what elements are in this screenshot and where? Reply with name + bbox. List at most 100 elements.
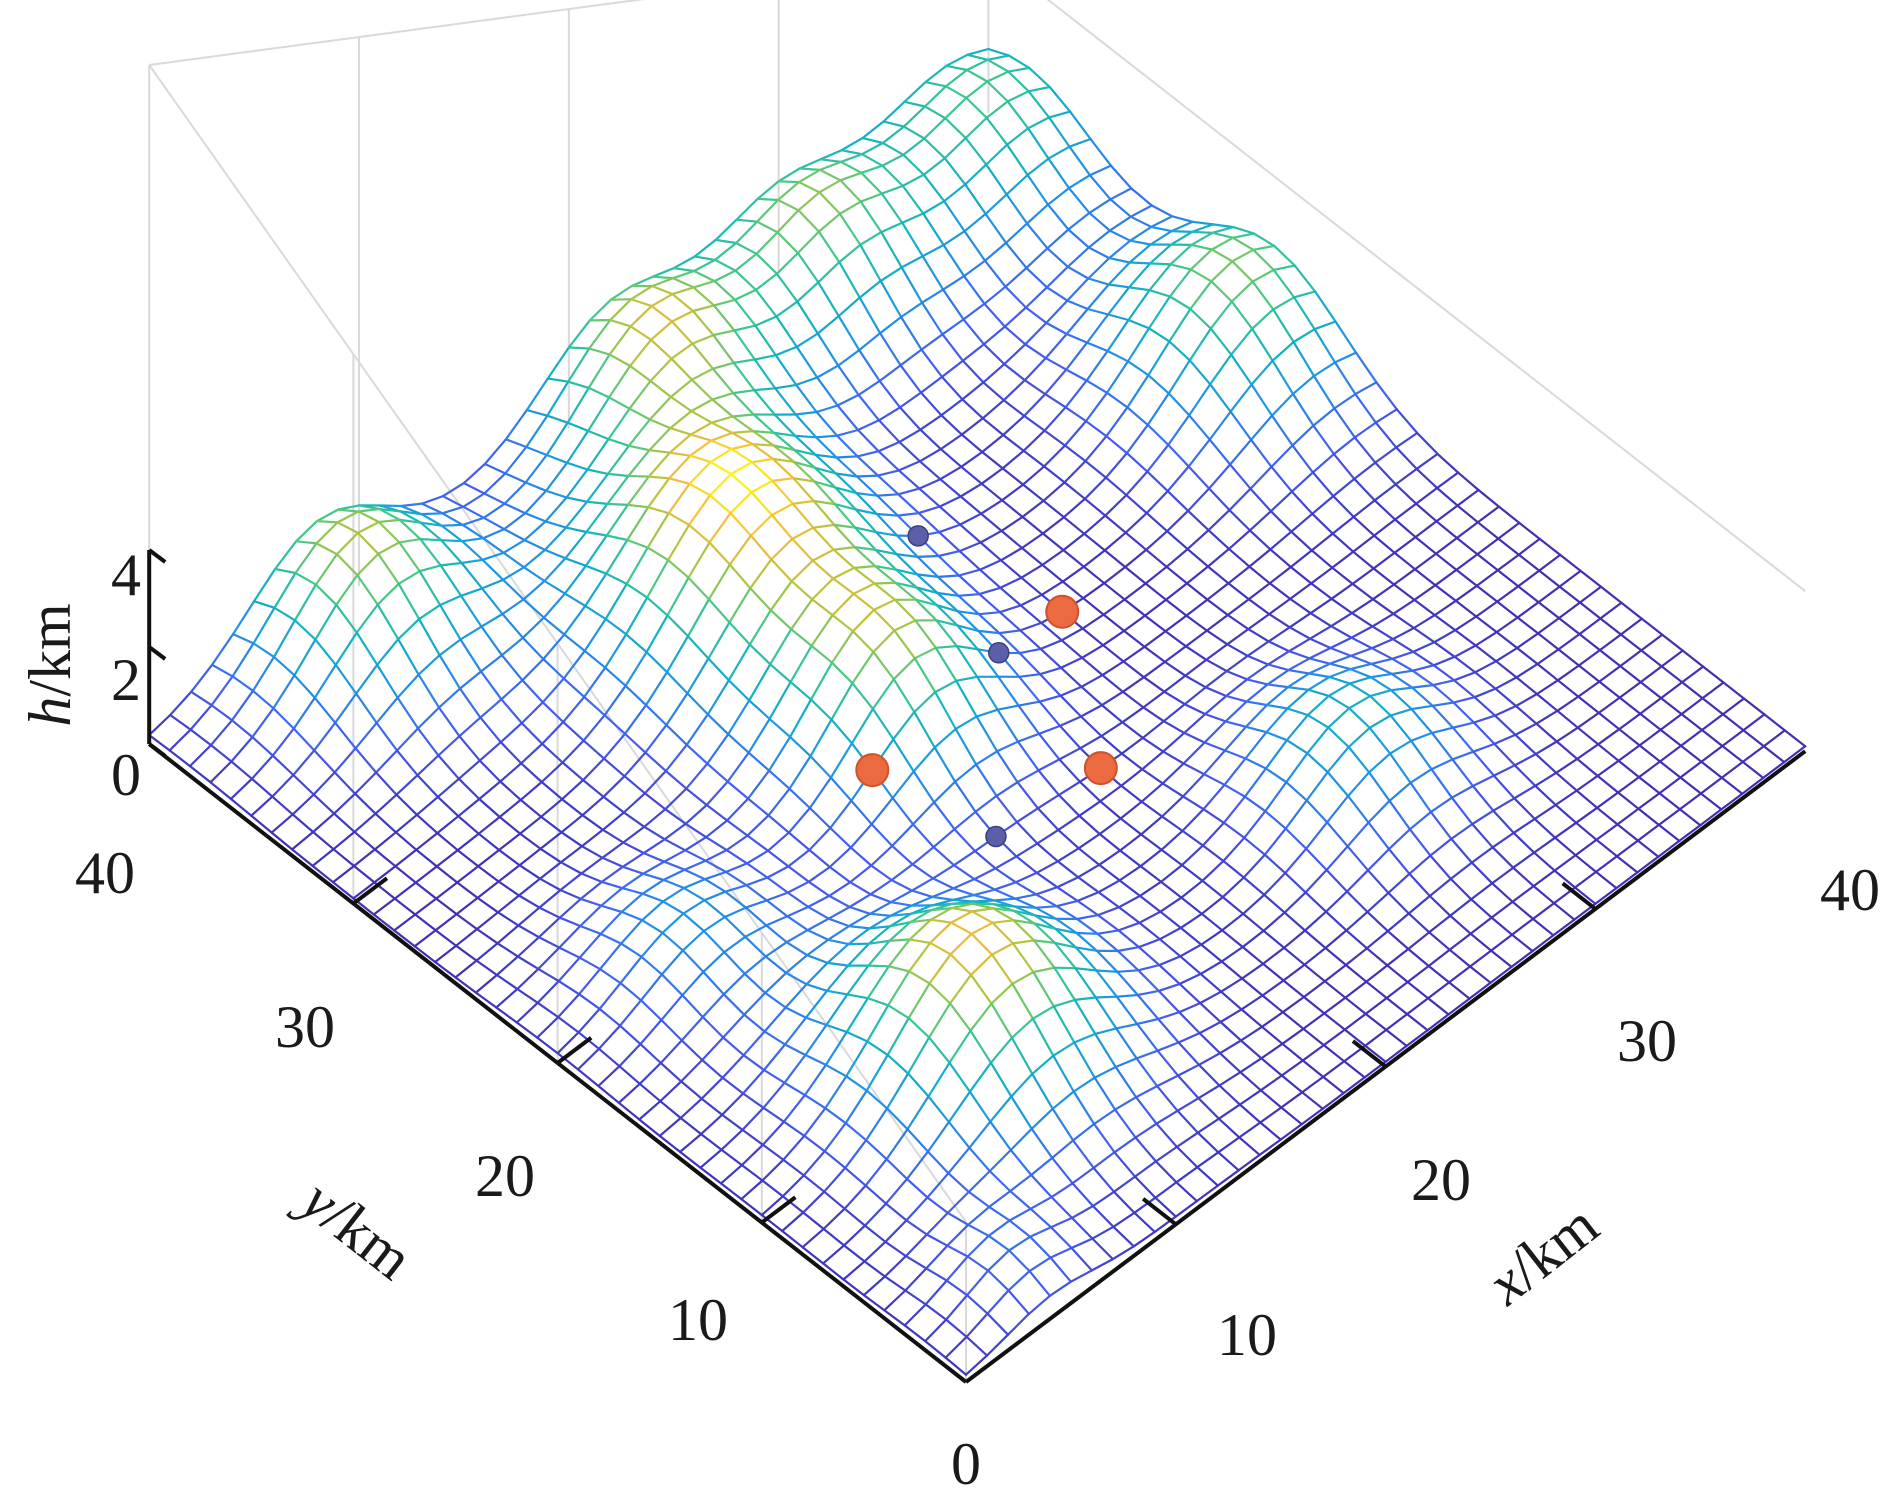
mesh-segment	[645, 596, 669, 617]
mesh-segment	[1014, 893, 1038, 900]
mesh-segment	[1344, 996, 1367, 1016]
mesh-segment	[811, 548, 835, 562]
mesh-segment	[962, 318, 986, 346]
mesh-segment	[1096, 929, 1120, 935]
mesh-segment	[376, 638, 400, 666]
mesh-segment	[878, 332, 902, 367]
mesh-segment	[583, 695, 606, 717]
mesh-segment	[1367, 799, 1391, 824]
mesh-segment	[1045, 265, 1069, 289]
mesh-segment	[498, 798, 522, 819]
mesh-segment	[749, 587, 772, 612]
mesh-segment	[811, 598, 834, 617]
mesh-segment	[1385, 980, 1409, 1000]
mesh-segment	[1596, 759, 1620, 778]
mesh-segment	[679, 1116, 703, 1136]
mesh-segment	[1155, 1084, 1179, 1112]
mesh-segment	[1067, 174, 1092, 190]
mesh-segment	[1292, 340, 1316, 378]
mesh-segment	[597, 1065, 621, 1088]
mesh-segment	[314, 583, 338, 606]
mesh-segment	[1260, 1057, 1283, 1077]
mesh-segment	[640, 919, 664, 934]
mesh-segment	[1057, 780, 1082, 797]
mesh-segment	[916, 555, 940, 579]
mesh-segment	[396, 696, 420, 730]
mesh-segment	[1203, 741, 1227, 752]
mesh-segment	[1619, 649, 1643, 668]
mesh-segment	[1038, 694, 1062, 703]
mesh-segment	[783, 1043, 807, 1057]
mesh-segment	[1259, 1106, 1283, 1124]
mesh-segment	[602, 775, 626, 798]
mesh-segment	[985, 100, 1009, 119]
mesh-segment	[357, 510, 380, 524]
mesh-segment	[1205, 658, 1228, 673]
mesh-segment	[1332, 495, 1355, 519]
mesh-segment	[933, 746, 957, 783]
mesh-segment	[565, 468, 589, 499]
mesh-segment	[355, 603, 379, 634]
mesh-segment	[1492, 764, 1516, 777]
mesh-segment	[1222, 821, 1246, 839]
mesh-segment	[503, 481, 527, 505]
mesh-segment	[434, 929, 458, 947]
x-tick-0: 0	[951, 1431, 981, 1497]
mesh-segment	[619, 981, 643, 1002]
mesh-segment	[1091, 1225, 1115, 1240]
mesh-segment	[1170, 220, 1194, 233]
mesh-segment	[855, 492, 878, 516]
mesh-segment	[1261, 979, 1285, 997]
mesh-segment	[1121, 690, 1145, 709]
mesh-segment	[775, 272, 799, 303]
mesh-segment	[1450, 784, 1475, 799]
mesh-segment	[1451, 750, 1475, 761]
mesh-segment	[972, 888, 996, 897]
z-tick-4: 4	[111, 542, 141, 608]
mesh-segment	[763, 1006, 787, 1033]
mesh-segment	[521, 657, 545, 682]
mesh-segment	[1108, 257, 1131, 264]
mesh-segment	[435, 849, 459, 868]
mesh-segment	[1616, 807, 1640, 826]
mesh-segment	[761, 1143, 785, 1161]
mesh-segment	[628, 379, 652, 410]
mesh-segment	[1391, 626, 1416, 641]
mesh-segment	[504, 409, 528, 441]
mesh-segment	[1068, 110, 1092, 141]
mesh-segment	[437, 706, 461, 738]
mesh-segment	[1598, 664, 1622, 683]
mesh-segment	[1044, 332, 1068, 360]
mesh-segment	[1307, 672, 1331, 679]
mesh-segment	[939, 465, 963, 481]
mesh-segment	[232, 600, 256, 636]
mesh-segment	[1266, 650, 1291, 666]
mesh-segment	[1101, 660, 1125, 677]
mesh-segment	[1310, 532, 1334, 552]
mesh-segment	[853, 545, 877, 552]
mesh-segment	[378, 507, 402, 513]
mesh-segment	[851, 650, 875, 685]
mesh-segment	[375, 771, 398, 796]
mesh-segment	[1226, 613, 1250, 631]
mesh-segment	[650, 305, 674, 323]
mesh-segment	[1037, 758, 1061, 772]
x-tick-10: 10	[1217, 1302, 1277, 1368]
mesh-segment	[989, 1036, 1014, 1064]
mesh-segment	[1042, 499, 1066, 519]
mesh-segment	[640, 931, 664, 958]
mesh-segment	[726, 751, 750, 783]
mesh-segment	[1159, 896, 1183, 913]
mesh-segment	[1762, 729, 1786, 748]
mesh-segment	[956, 624, 980, 633]
mesh-segment	[1456, 488, 1480, 507]
mesh-segment	[500, 698, 523, 725]
mesh-segment	[272, 674, 296, 710]
mesh-segment	[1249, 438, 1273, 468]
mesh-segment	[598, 942, 623, 971]
mesh-segment	[586, 468, 610, 475]
mesh-segment	[837, 364, 860, 396]
mesh-segment	[741, 1068, 766, 1095]
mesh-segment	[1128, 243, 1152, 264]
mesh-segment	[1538, 569, 1561, 588]
